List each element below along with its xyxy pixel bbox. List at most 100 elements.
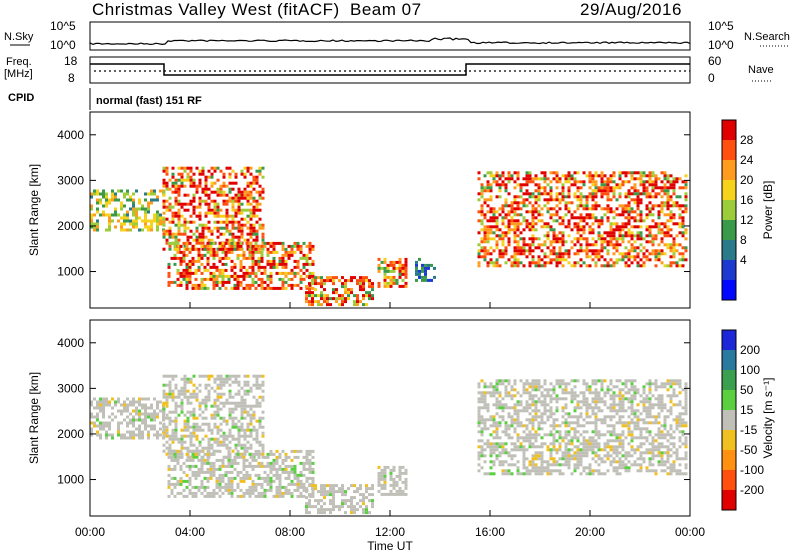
power-cell — [223, 176, 226, 179]
power-cell — [246, 272, 249, 275]
power-cell — [114, 226, 117, 229]
power-cell — [487, 183, 490, 186]
velocity-cell — [580, 391, 583, 394]
velocity-cell — [604, 433, 607, 436]
velocity-cell — [291, 480, 294, 483]
velocity-cell — [241, 417, 244, 420]
power-cell — [628, 213, 631, 216]
power-cell — [207, 260, 210, 263]
power-cell — [253, 200, 256, 203]
velocity-cell — [517, 412, 520, 415]
power-cell — [240, 275, 243, 278]
power-cell — [294, 275, 297, 278]
velocity-cell — [359, 505, 362, 508]
power-cell — [538, 177, 541, 180]
power-cell — [658, 249, 661, 252]
power-cell — [229, 230, 232, 233]
velocity-cell — [502, 469, 505, 472]
power-cell — [199, 200, 202, 203]
velocity-cell — [496, 379, 499, 382]
power-cell — [535, 222, 538, 225]
velocity-cell — [175, 435, 178, 438]
power-cell — [399, 276, 402, 279]
velocity-cell — [232, 450, 235, 453]
velocity-cell — [235, 444, 238, 447]
velocity-cell — [300, 480, 303, 483]
power-cell — [172, 215, 175, 218]
velocity-cell — [610, 415, 613, 418]
velocity-cell — [153, 428, 156, 431]
power-cell — [199, 179, 202, 182]
velocity-cell — [297, 489, 300, 492]
power-cell — [637, 225, 640, 228]
power-cell — [517, 222, 520, 225]
velocity-cell — [499, 415, 502, 418]
power-cell — [243, 287, 246, 290]
velocity-cell — [228, 453, 231, 456]
power-cell — [652, 183, 655, 186]
velocity-cell — [574, 385, 577, 388]
velocity-cell — [220, 408, 223, 411]
power-cell — [565, 240, 568, 243]
velocity-cell — [175, 426, 178, 429]
power-cell — [207, 257, 210, 260]
velocity-cell — [153, 410, 156, 413]
power-cell — [246, 269, 249, 272]
velocity-cell — [595, 382, 598, 385]
velocity-cell — [550, 409, 553, 412]
power-cell — [607, 249, 610, 252]
power-cell — [132, 211, 135, 214]
power-cell — [646, 240, 649, 243]
velocity-cell — [517, 472, 520, 475]
velocity-cell — [202, 399, 205, 402]
velocity-cell — [643, 451, 646, 454]
power-cell — [670, 198, 673, 201]
velocity-cell — [195, 486, 198, 489]
power-cell — [216, 266, 219, 269]
power-cell — [178, 212, 181, 215]
power-cell — [384, 270, 387, 273]
velocity-cell — [562, 391, 565, 394]
power-cell — [604, 258, 607, 261]
velocity-cell — [241, 411, 244, 414]
velocity-cell — [208, 390, 211, 393]
velocity-cell — [252, 468, 255, 471]
power-cell — [613, 180, 616, 183]
velocity-cell — [649, 412, 652, 415]
power-cell — [219, 287, 222, 290]
power-cell — [655, 234, 658, 237]
velocity-cell — [625, 379, 628, 382]
velocity-cell — [619, 451, 622, 454]
velocity-cell — [595, 430, 598, 433]
power-cell — [496, 216, 499, 219]
velocity-cell — [625, 466, 628, 469]
power-cell — [496, 240, 499, 243]
power-cell — [583, 216, 586, 219]
power-cell — [213, 287, 216, 290]
velocity-cell — [309, 468, 312, 471]
velocity-cell — [538, 385, 541, 388]
power-cell — [532, 177, 535, 180]
velocity-cell — [150, 407, 153, 410]
velocity-cell — [264, 456, 267, 459]
power-cell — [252, 257, 255, 260]
velocity-cell — [255, 450, 258, 453]
power-cell — [619, 231, 622, 234]
power-cell — [174, 248, 177, 251]
velocity-cell — [276, 471, 279, 474]
power-cell — [667, 243, 670, 246]
velocity-cell — [159, 410, 162, 413]
power-cell — [556, 258, 559, 261]
velocity-cell — [141, 407, 144, 410]
velocity-cell — [616, 466, 619, 469]
power-cell — [634, 258, 637, 261]
power-cell — [682, 186, 685, 189]
power-cell — [589, 213, 592, 216]
velocity-cell — [323, 502, 326, 505]
power-cell — [186, 287, 189, 290]
velocity-cell — [163, 417, 166, 420]
velocity-cell — [168, 483, 171, 486]
velocity-cell — [222, 486, 225, 489]
power-cell — [637, 207, 640, 210]
velocity-cell — [259, 420, 262, 423]
